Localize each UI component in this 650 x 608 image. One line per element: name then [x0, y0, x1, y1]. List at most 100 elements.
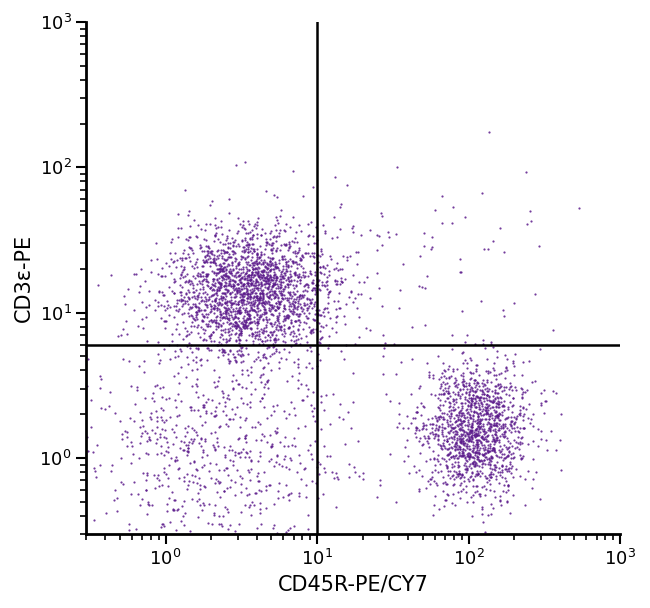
- Point: [240, 274, 250, 284]
- Point: [474, 461, 484, 471]
- Point: [210, 478, 220, 488]
- Point: [200, 252, 210, 261]
- Point: [482, 447, 493, 457]
- Point: [462, 429, 472, 439]
- Point: [246, 248, 257, 258]
- Point: [178, 444, 188, 454]
- Point: [208, 290, 218, 300]
- Point: [255, 288, 265, 297]
- Point: [283, 260, 293, 269]
- Point: [283, 347, 294, 357]
- Point: [219, 258, 229, 268]
- Point: [221, 247, 231, 257]
- Point: [472, 430, 482, 440]
- Point: [189, 405, 200, 415]
- Point: [137, 428, 148, 438]
- Point: [185, 302, 196, 312]
- Point: [465, 398, 476, 408]
- Point: [450, 426, 461, 436]
- Point: [493, 463, 504, 473]
- Point: [223, 507, 233, 517]
- Point: [260, 228, 270, 238]
- Point: [459, 440, 469, 450]
- Point: [205, 283, 216, 293]
- Point: [290, 269, 300, 279]
- Point: [467, 452, 478, 462]
- Point: [476, 437, 486, 446]
- Point: [266, 319, 276, 329]
- Point: [461, 441, 471, 451]
- Point: [186, 402, 196, 412]
- Point: [298, 271, 308, 280]
- Point: [458, 444, 469, 454]
- Point: [268, 303, 279, 313]
- Point: [464, 436, 474, 446]
- Point: [181, 372, 192, 382]
- Point: [448, 395, 458, 404]
- Point: [490, 437, 501, 446]
- Point: [480, 484, 491, 494]
- Point: [188, 280, 198, 289]
- Point: [283, 246, 293, 255]
- Point: [183, 446, 193, 456]
- Point: [325, 251, 335, 261]
- Point: [236, 251, 246, 261]
- Point: [492, 412, 502, 421]
- Point: [457, 408, 467, 418]
- Point: [217, 266, 228, 275]
- Point: [261, 267, 271, 277]
- Point: [463, 448, 473, 458]
- Point: [253, 271, 263, 280]
- Point: [457, 430, 467, 440]
- Point: [471, 447, 482, 457]
- Point: [221, 463, 231, 473]
- Point: [476, 455, 486, 465]
- Point: [234, 345, 244, 355]
- Point: [252, 456, 263, 466]
- Point: [136, 297, 147, 306]
- Point: [482, 420, 493, 429]
- Point: [262, 260, 272, 269]
- Point: [105, 387, 116, 397]
- Point: [306, 294, 317, 303]
- Point: [536, 434, 547, 444]
- Point: [456, 370, 467, 380]
- Point: [176, 255, 187, 264]
- Point: [158, 405, 168, 415]
- Point: [471, 428, 482, 438]
- Point: [130, 399, 140, 409]
- Point: [302, 345, 313, 355]
- Point: [221, 282, 231, 291]
- Point: [257, 224, 268, 234]
- Point: [452, 415, 463, 424]
- Point: [297, 251, 307, 261]
- Point: [170, 495, 180, 505]
- Point: [449, 434, 460, 444]
- Point: [223, 303, 233, 313]
- Point: [466, 468, 476, 478]
- Point: [286, 275, 296, 285]
- Point: [240, 438, 251, 447]
- Point: [445, 426, 455, 436]
- Point: [246, 270, 257, 280]
- Point: [454, 424, 465, 434]
- Point: [164, 261, 174, 271]
- Point: [291, 331, 301, 341]
- Point: [186, 327, 196, 337]
- Point: [250, 488, 260, 498]
- Point: [226, 282, 236, 291]
- Point: [503, 384, 514, 394]
- Point: [478, 451, 489, 460]
- Point: [299, 298, 309, 308]
- Point: [409, 461, 419, 471]
- Point: [245, 457, 255, 466]
- Point: [493, 380, 503, 390]
- Point: [482, 387, 493, 396]
- Point: [213, 376, 223, 385]
- Point: [425, 454, 436, 463]
- Point: [240, 269, 250, 279]
- Point: [248, 264, 258, 274]
- Point: [450, 426, 460, 436]
- Point: [190, 471, 200, 481]
- Point: [230, 353, 240, 362]
